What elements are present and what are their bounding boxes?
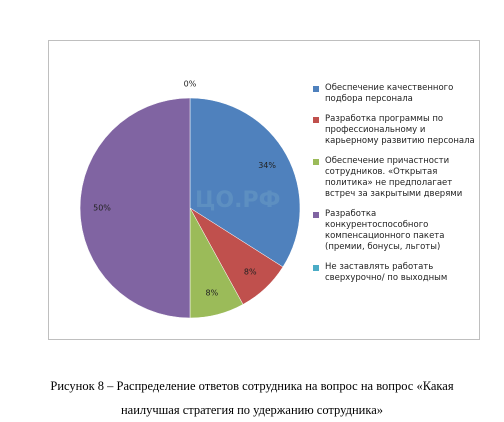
legend-label: Разработка конкурентоспособного компенса…: [325, 209, 445, 252]
pie-slice: [79, 97, 191, 319]
legend-swatch: [313, 212, 319, 218]
legend-swatch: [313, 265, 319, 271]
caption: Рисунок 8 – Распределение ответов сотруд…: [50, 379, 454, 417]
legend-entry: Разработка программы по профессиональном…: [313, 114, 475, 147]
chart-frame: [48, 40, 480, 340]
legend-swatch: [313, 117, 319, 123]
data-label: 34%: [258, 161, 276, 170]
pie-slice: [189, 97, 301, 268]
data-label: 50%: [93, 204, 111, 213]
legend-swatch: [313, 86, 319, 92]
watermark: ЦО.РФ: [195, 188, 281, 213]
data-label: 8%: [244, 268, 257, 277]
data-label: 0%: [184, 80, 197, 89]
legend-entry: Обеспечение причастности сотрудников. «О…: [313, 156, 475, 200]
legend: Обеспечение качественного подбора персон…: [313, 83, 475, 293]
legend-label: Обеспечение причастности сотрудников. «О…: [325, 156, 463, 199]
legend-entry: Разработка конкурентоспособного компенса…: [313, 209, 475, 253]
legend-entry: Обеспечение качественного подбора персон…: [313, 83, 475, 105]
legend-entry: Не заставлять работать сверхурочно/ по в…: [313, 262, 475, 284]
data-label: 8%: [206, 289, 219, 298]
legend-label: Обеспечение качественного подбора персон…: [325, 83, 454, 104]
legend-label: Не заставлять работать сверхурочно/ по в…: [325, 262, 448, 283]
legend-label: Разработка программы по профессиональном…: [325, 114, 475, 146]
legend-swatch: [313, 159, 319, 165]
